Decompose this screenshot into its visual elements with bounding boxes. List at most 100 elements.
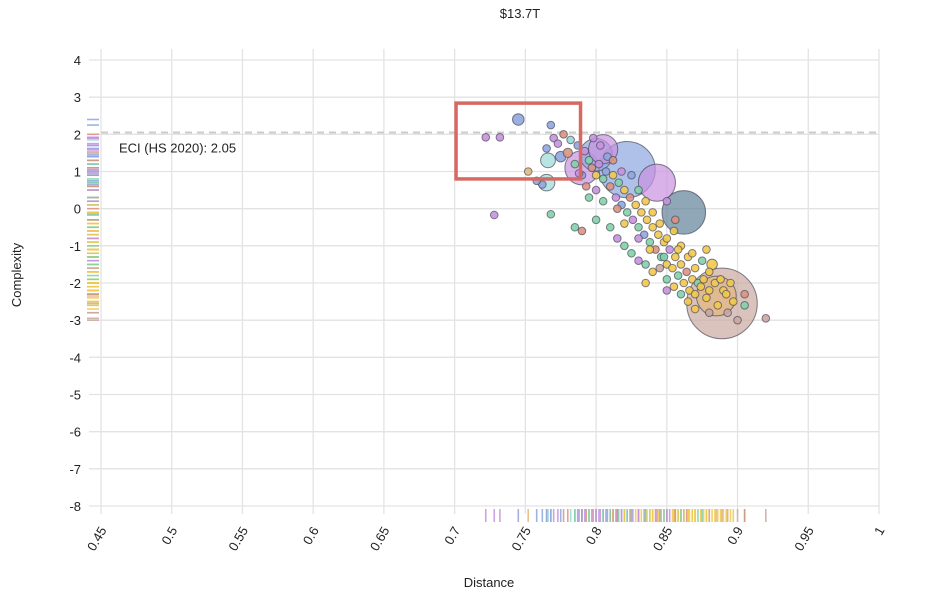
bubble [668, 263, 677, 273]
bubble [648, 208, 657, 217]
bubble [620, 185, 629, 195]
bubble [613, 234, 622, 243]
bubble [682, 267, 691, 277]
bubble [634, 256, 643, 266]
bubble [662, 274, 672, 284]
bubble [733, 315, 742, 325]
bubble [634, 222, 643, 232]
bubble [628, 215, 638, 225]
bubble [676, 260, 686, 269]
bubble [655, 263, 665, 273]
x-tick-labels: 0.45 0.5 0.55 0.6 0.65 0.7 0.75 0.8 0.85 0.9 0.95 1 [84, 524, 888, 553]
bubble [622, 208, 632, 217]
bubble [605, 182, 615, 191]
bubble [620, 241, 629, 251]
bubble [627, 248, 636, 258]
bubble [605, 222, 615, 232]
bubble [713, 301, 723, 310]
bubble [495, 133, 505, 142]
bubble [601, 167, 611, 176]
x-tick-label: 0.45 [84, 524, 110, 553]
x-tick-label: 0.8 [583, 524, 605, 547]
eci-reference-label: ECI (HS 2020): 2.05 [119, 140, 236, 155]
bubble [761, 314, 771, 323]
bubble [702, 293, 711, 303]
bubble [690, 304, 700, 314]
bubble [721, 289, 731, 299]
bubble [690, 263, 700, 273]
bubble [584, 193, 594, 202]
bubble [669, 282, 679, 292]
bubble [645, 237, 655, 247]
y-tick-label: 1 [74, 165, 81, 180]
bubble [641, 260, 650, 269]
x-tick-label: 0.9 [724, 524, 746, 547]
y-tick-label: 2 [74, 127, 81, 142]
bubble [591, 185, 601, 195]
x-tick-label: 1 [871, 524, 888, 538]
bubble [641, 278, 650, 288]
bubble [699, 274, 708, 284]
bubble [662, 234, 672, 243]
x-tick-label: 0.6 [300, 524, 322, 547]
x-tick-label: 0.75 [508, 524, 534, 553]
bubble [627, 170, 636, 180]
bubble [489, 210, 499, 220]
bubble [716, 274, 725, 284]
y-tick-labels: 4 3 2 1 0 -1 -2 -3 -4 -5 -6 -7 -8 [69, 53, 81, 514]
bubble [648, 267, 657, 277]
bubble [512, 113, 525, 126]
bubble [566, 135, 575, 145]
bubble [697, 256, 707, 266]
bubble [702, 245, 711, 254]
x-tick-label: 0.55 [225, 524, 251, 553]
bubble [587, 163, 597, 173]
bubble [726, 278, 735, 288]
bubble [591, 170, 601, 180]
bubble [577, 226, 587, 236]
bubble [723, 308, 732, 318]
y-tick-label: -2 [69, 276, 81, 291]
bubble [704, 267, 714, 277]
x-axis-label: Distance [464, 575, 515, 590]
bubble [588, 133, 598, 143]
bubble [620, 219, 629, 228]
bubble [654, 230, 663, 239]
y-axis-label: Complexity [9, 242, 24, 307]
bubble [542, 144, 551, 153]
bubble [696, 282, 706, 292]
bubble [540, 152, 556, 169]
bubble [687, 248, 697, 258]
bubble [614, 178, 624, 187]
bubble [669, 226, 679, 236]
x-tick-label: 0.65 [367, 524, 393, 553]
bubble [481, 133, 491, 142]
bubble [549, 133, 558, 143]
x-tick-label: 0.85 [650, 524, 676, 553]
y-tick-label: -7 [69, 462, 81, 477]
highlight-box [454, 101, 583, 181]
bubble [631, 200, 640, 210]
bubble [546, 209, 556, 219]
bubble [596, 141, 605, 150]
bubble [617, 167, 626, 176]
y-tick-label: 4 [74, 53, 81, 68]
bubble [570, 159, 580, 169]
bubble [598, 174, 608, 184]
bubble [704, 308, 714, 318]
bubble [559, 130, 568, 139]
bubble [581, 182, 591, 191]
bubble [683, 297, 693, 306]
bubble [641, 196, 650, 206]
bubble [671, 215, 680, 225]
bubble [611, 193, 621, 202]
bubble [690, 289, 700, 299]
bubble [562, 147, 573, 159]
bubble [570, 222, 580, 232]
bubble [613, 204, 622, 213]
y-tick-label: -6 [69, 425, 81, 440]
bubble [637, 163, 676, 202]
chart-title: $13.7T [500, 6, 541, 21]
bubble [523, 167, 533, 176]
